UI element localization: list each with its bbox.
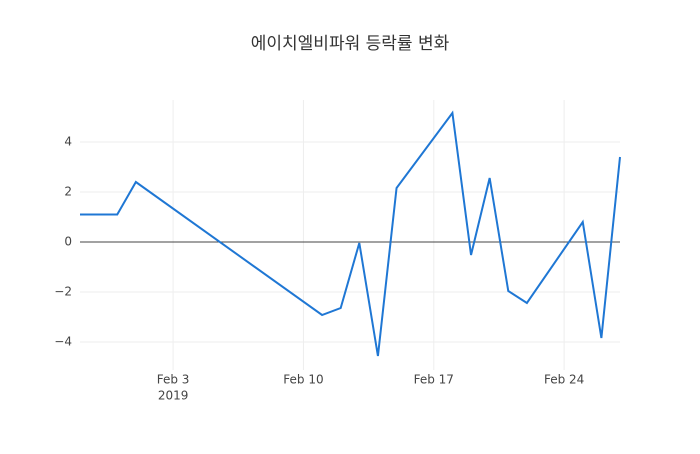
- y-tick-label: 4: [64, 135, 72, 149]
- y-tick-label: 2: [64, 185, 72, 199]
- x-tick-label: Feb 24: [544, 373, 584, 387]
- x-tick-label: Feb 10: [283, 373, 323, 387]
- x-tick-year: 2019: [158, 389, 189, 403]
- x-tick-label: Feb 3: [157, 373, 190, 387]
- y-tick-label: −2: [54, 285, 72, 299]
- y-tick-label: −4: [54, 335, 72, 349]
- y-tick-label: 0: [64, 235, 72, 249]
- x-tick-label: Feb 17: [414, 373, 454, 387]
- data-line: [80, 110, 621, 357]
- chart-title: 에이치엘비파워 등락률 변화: [251, 34, 450, 54]
